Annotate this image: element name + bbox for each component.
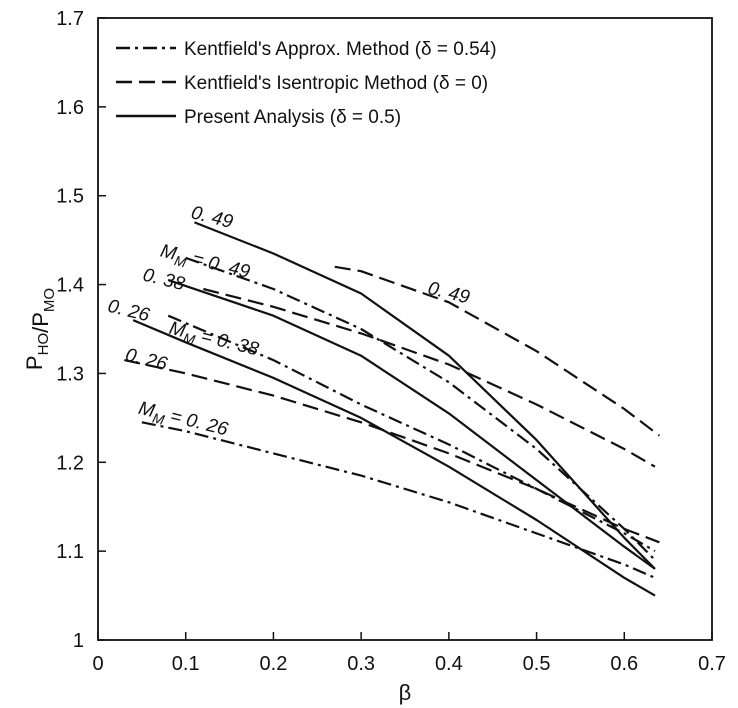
series-line-dashed-mach-0-26 [124,359,660,544]
series-line-dashed-mach-0-38 [203,287,656,468]
y-tick-label: 1.7 [56,8,84,30]
y-tick-label: 1.6 [56,97,84,119]
x-tick-label: 0.7 [698,653,726,675]
x-tick-label: 0.5 [523,653,551,675]
legend-label-dashed: Kentfield's Isentropic Method (δ = 0) [184,73,488,94]
y-tick-label: 1.2 [56,452,84,474]
x-axis-title: β [399,680,412,705]
series-line-dashdot-mach-0-26 [141,421,656,579]
series-line-dashdot-mach-0-38 [167,314,656,553]
series-layer [124,221,661,597]
y-axis-ticks: 1 1.1 1.2 1.3 1.4 1.5 1.6 1.7 [56,8,106,652]
x-tick-label: 0 [92,653,103,675]
curve-label: 0. 26 [106,296,153,327]
curve-label: MM = 0. 26 [136,398,231,444]
series-line-solid-mach-0-26 [132,319,656,597]
x-tick-label: 0.3 [347,653,375,675]
y-tick-label: 1.3 [56,363,84,385]
y-tick-label: 1.1 [56,541,84,563]
x-tick-label: 0.4 [435,653,463,675]
plot-frame [97,17,713,641]
x-tick-label: 0.2 [260,653,288,675]
x-tick-label: 0.1 [172,653,200,675]
legend: Kentfield's Approx. Method (δ = 0.54) Ken… [116,39,497,128]
legend-label-dashdot: Kentfield's Approx. Method (δ = 0.54) [184,39,497,60]
series-line-solid-mach-0-38 [167,279,656,570]
curve-label: 0. 26 [123,345,170,376]
x-tick-label: 0.6 [610,653,638,675]
y-axis-title: PHO/PMO [22,288,58,370]
y-tick-label: 1.4 [56,275,84,297]
y-tick-label: 1 [73,630,84,652]
curve-label: 0. 49 [189,202,236,233]
curve-label: 0. 49 [426,278,473,309]
x-axis-ticks: 0 0.1 0.2 0.3 0.4 0.5 0.6 0.7 [92,632,726,675]
series-line-dashed-mach-0-49 [334,265,661,437]
legend-label-solid: Present Analysis (δ = 0.5) [184,107,401,128]
series-line-solid-mach-0-49 [194,221,656,570]
curve-label: MM = 0. 38 [166,318,261,364]
y-tick-label: 1.5 [56,186,84,208]
